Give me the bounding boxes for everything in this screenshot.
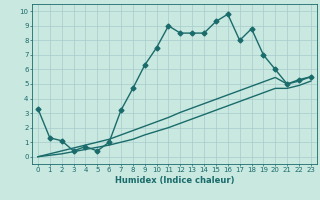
X-axis label: Humidex (Indice chaleur): Humidex (Indice chaleur) — [115, 176, 234, 185]
